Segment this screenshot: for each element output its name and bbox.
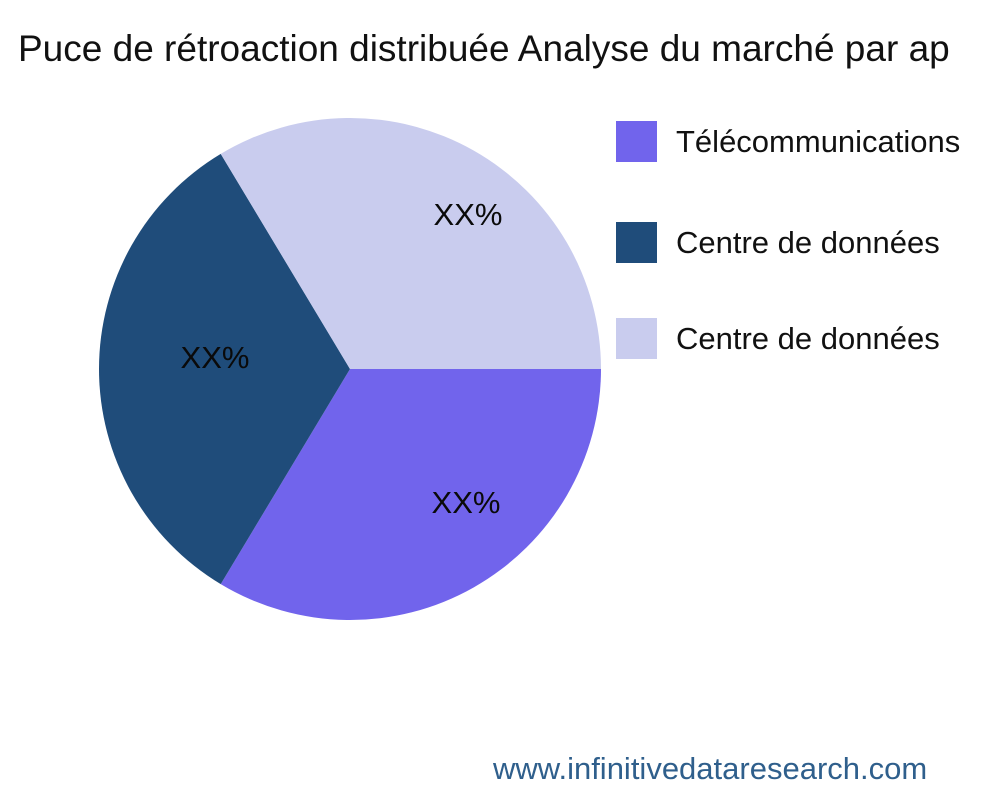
legend-swatch-centre-de-donnees [616,222,657,263]
slice-value-label-centre-de-donnees: XX% [180,340,250,375]
watermark-url: www.infinitivedataresearch.com [493,751,928,786]
legend-label-centre-de-donnees-2: Centre de données [676,320,940,356]
pie-slice-centre-de-donnees-2 [220,118,601,369]
legend-label-centre-de-donnees: Centre de données [676,224,940,260]
legend-swatch-telecommunications [616,121,657,162]
slice-value-label-telecommunications: XX% [431,485,501,520]
pie-chart [99,118,601,620]
pie-slice-centre-de-donnees [99,153,350,585]
legend-item-telecommunications: Télécommunications [616,121,960,162]
legend-item-centre-de-donnees-2: Centre de données [616,318,940,359]
legend-label-telecommunications: Télécommunications [676,123,961,159]
legend-swatch-centre-de-donnees-2 [616,318,657,359]
slice-value-label-centre-de-donnees-2: XX% [433,197,503,232]
pie-slice-telecommunications [220,369,601,620]
legend-item-centre-de-donnees: Centre de données [616,222,940,263]
chart-title: Puce de rétroaction distribuée Analyse d… [18,28,950,69]
